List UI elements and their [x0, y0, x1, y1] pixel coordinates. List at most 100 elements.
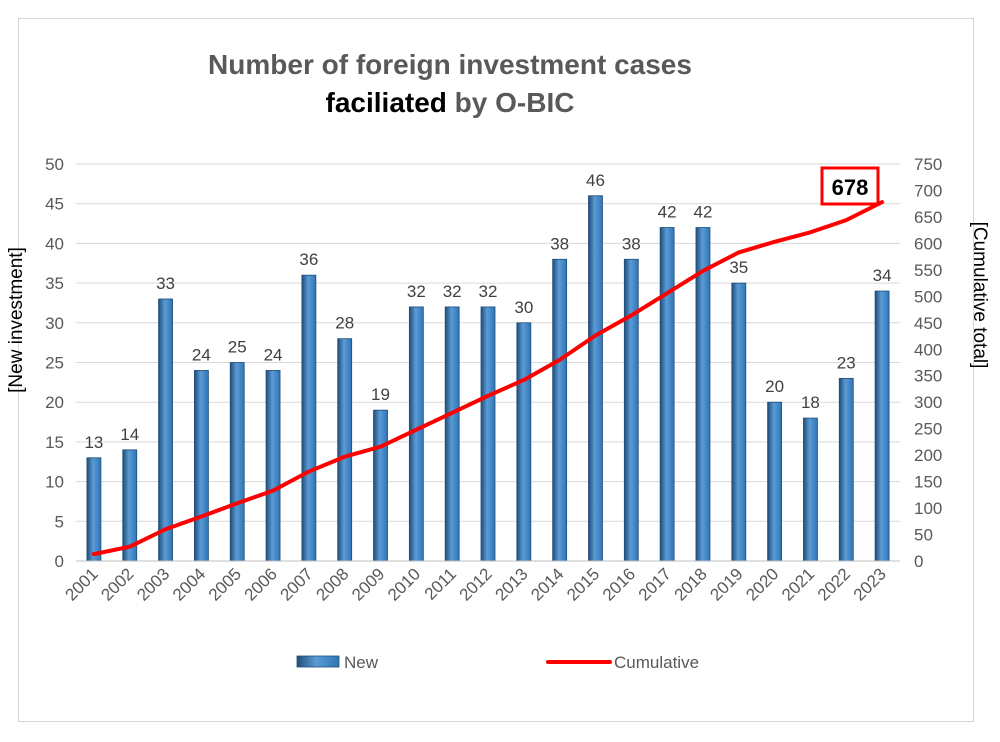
bar-value-label: 32	[443, 282, 462, 301]
callout-label: 678	[832, 175, 869, 200]
bar-value-label: 28	[335, 314, 354, 333]
bar-value-label: 14	[120, 425, 139, 444]
x-tick-label: 2022	[814, 564, 854, 604]
x-axis: 2001200220032004200520062007200820092010…	[62, 560, 900, 605]
bar-value-label: 38	[622, 234, 641, 253]
y-left-tick-label: 5	[55, 512, 64, 531]
y-axis-left: 0 5 10 15 20 25 30 35 40 45 50	[45, 155, 64, 571]
y-left-tick-label: 25	[45, 354, 64, 373]
x-tick-label: 2009	[348, 564, 388, 604]
y-right-tick-label: 500	[914, 287, 942, 306]
y-right-tick-label: 700	[914, 181, 942, 200]
bar-value-label: 32	[407, 282, 426, 301]
x-tick-label: 2014	[527, 564, 567, 604]
chart-title-line2: faciliated by O-BIC	[100, 86, 800, 120]
chart-title-emphasis: faciliated	[325, 87, 447, 118]
y-right-tick-label: 400	[914, 340, 942, 359]
y-left-tick-label: 45	[45, 195, 64, 214]
callout-678: 678	[820, 166, 880, 206]
x-tick-label: 2004	[169, 564, 209, 604]
y-right-tick-label: 100	[914, 499, 942, 518]
bar-2013	[516, 322, 532, 562]
y-axis-left-title: [New investment]	[6, 247, 27, 393]
y-axis-right: 0 50 100 150 200 250 300 350 400 450 500 550 600 650 7…	[914, 155, 942, 571]
bar-value-label: 38	[550, 234, 569, 253]
bar-value-label: 24	[264, 345, 283, 364]
bar-value-label: 35	[729, 258, 748, 277]
y-left-tick-label: 20	[45, 393, 64, 412]
chart-frame	[18, 18, 974, 722]
y-right-tick-label: 350	[914, 367, 942, 386]
x-tick-label: 2016	[599, 564, 639, 604]
y-left-tick-label: 0	[55, 552, 64, 571]
y-right-tick-label: 450	[914, 314, 942, 333]
legend-swatch-new	[296, 655, 340, 668]
bar-2019	[731, 282, 747, 562]
y-left-tick-label: 50	[45, 155, 64, 174]
x-tick-label: 2020	[742, 564, 782, 604]
x-tick-label: 2018	[671, 564, 711, 604]
x-tick-label: 2005	[205, 564, 245, 604]
y-right-tick-label: 250	[914, 420, 942, 439]
x-tick-label: 2008	[312, 564, 352, 604]
y-left-tick-label: 10	[45, 473, 64, 492]
callout-box	[820, 166, 880, 206]
bar-value-label: 32	[479, 282, 498, 301]
bar-2005	[229, 362, 245, 562]
y-right-tick-label: 650	[914, 208, 942, 227]
bar-value-label: 19	[371, 385, 390, 404]
y-right-tick-label: 550	[914, 261, 942, 280]
bar-value-label: 36	[299, 250, 318, 269]
bar-value-label: 25	[228, 338, 247, 357]
bar-value-label: 46	[586, 171, 605, 190]
x-tick-label: 2010	[384, 564, 424, 604]
bar-2009	[373, 409, 388, 562]
legend-label-new: New	[344, 653, 379, 672]
x-tick-label: 2001	[62, 564, 102, 604]
legend: New Cumulative	[296, 653, 699, 672]
y-left-tick-label: 15	[45, 433, 64, 452]
line-series-cumulative	[91, 200, 885, 557]
cumulative-line	[91, 200, 885, 557]
bar-2006	[265, 370, 281, 562]
x-tick-label: 2012	[456, 564, 496, 604]
x-tick-label: 2003	[133, 564, 173, 604]
x-tick-label: 2006	[241, 564, 281, 604]
bar-2023	[874, 290, 890, 562]
bar-2021	[803, 417, 818, 562]
y-right-tick-label: 750	[914, 155, 942, 174]
bar-value-label: 20	[765, 377, 784, 396]
bar-2004	[193, 370, 209, 562]
bar-value-label: 33	[156, 274, 175, 293]
bar-2011	[444, 306, 460, 562]
bar-2012	[480, 306, 496, 562]
bar-2014	[552, 258, 568, 562]
bar-2016	[623, 258, 639, 562]
bar-series-new	[86, 195, 890, 562]
y-left-tick-label: 30	[45, 314, 64, 333]
y-right-tick-label: 300	[914, 393, 942, 412]
y-left-tick-label: 40	[45, 234, 64, 253]
chart-title-rest: by O-BIC	[446, 87, 575, 118]
bar-value-label: 34	[873, 266, 892, 285]
legend-label-cumulative: Cumulative	[614, 653, 699, 672]
bar-2001	[86, 457, 102, 562]
y-right-tick-label: 50	[914, 526, 933, 545]
bar-2015	[588, 195, 603, 562]
bar-2003	[158, 298, 173, 562]
x-tick-label: 2021	[778, 564, 818, 604]
x-tick-label: 2011	[421, 564, 460, 603]
data-labels: 13 14 33 24 25 24 36 28 19 32 32 32 30 38 46 38 42 42 35 20…	[84, 171, 891, 452]
bar-value-label: 42	[658, 203, 677, 222]
bar-value-label: 42	[693, 203, 712, 222]
bar-2022	[838, 377, 854, 562]
bar-value-label: 13	[84, 433, 103, 452]
bar-2007	[301, 274, 317, 562]
bar-2020	[767, 401, 783, 562]
chart-title-line1: Number of foreign investment cases	[208, 49, 692, 80]
y-axis-right-title: [Cumulative total]	[969, 222, 990, 369]
bar-value-label: 24	[192, 345, 211, 364]
bar-2008	[337, 338, 353, 562]
x-tick-label: 2007	[277, 564, 317, 604]
x-tick-label: 2002	[97, 564, 137, 604]
